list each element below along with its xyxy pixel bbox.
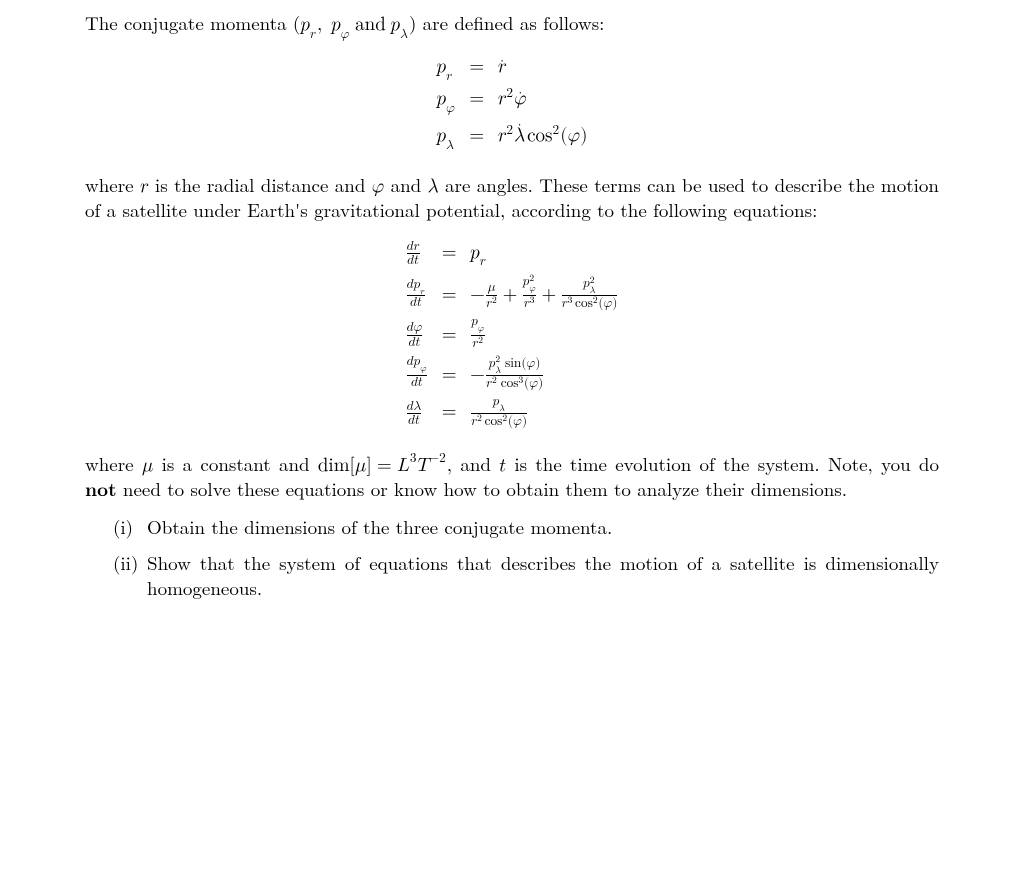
var-phi: φ	[372, 184, 384, 197]
bridge-mid2: and	[384, 171, 427, 198]
after-paragraph: where μ is a constant and dim[μ]=L3T−2, …	[85, 451, 939, 502]
intro-paragraph: The conjugate momenta (pr,pφandpλ) are d…	[85, 10, 939, 41]
item-label: (i)	[113, 514, 147, 540]
intro-text-pre: The conjugate momenta (	[85, 9, 300, 36]
momenta-definitions: pr = r˙ pφ = r2φ˙ pλ = r2λ˙cos2(φ)	[85, 55, 939, 154]
var-r: r	[140, 184, 149, 192]
list-item: (i) Obtain the dimensions of the three c…	[113, 514, 939, 540]
list-item: (ii) Show that the system of equations t…	[113, 550, 939, 601]
page: The conjugate momenta (pr,pφandpλ) are d…	[0, 0, 1024, 873]
bridge-mid1: is the radial distance and	[149, 171, 372, 198]
after-mid3: is the time evolution of the system. Not…	[506, 450, 939, 477]
after-not: not	[85, 474, 117, 502]
item-text: Obtain the dimensions of the three conju…	[147, 514, 939, 540]
item-text: Show that the system of equations that d…	[147, 550, 939, 601]
var-mu: μ	[142, 463, 153, 475]
item-label: (ii)	[113, 550, 147, 601]
motion-equations: drdt = pr dprdt = −μr2 + pφ2r3 + pλ2 r3c…	[85, 237, 939, 433]
var-lambda: λ	[428, 179, 439, 193]
dim-mu: dim[μ]=L3T−2	[318, 453, 447, 475]
after-mid2: , and	[447, 450, 499, 477]
intro-text-post: ) are defined as follows:	[409, 9, 605, 36]
bridge-paragraph: where r is the radial distance and φ and…	[85, 172, 939, 223]
intro-symbols: pr,pφandpλ	[300, 17, 409, 41]
after-post: need to solve these equations or know ho…	[117, 475, 848, 502]
after-mid1: is a constant and	[153, 450, 318, 477]
after-pre: where	[85, 450, 142, 477]
bridge-pre: where	[85, 171, 140, 198]
question-list: (i) Obtain the dimensions of the three c…	[113, 514, 939, 601]
